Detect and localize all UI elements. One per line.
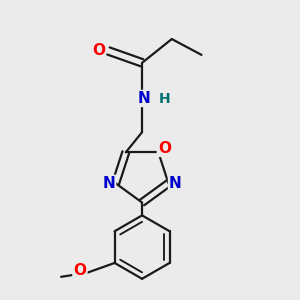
Text: O: O (92, 44, 105, 59)
Text: N: N (169, 176, 182, 191)
Text: O: O (74, 263, 86, 278)
Text: H: H (159, 92, 171, 106)
Text: O: O (158, 141, 171, 156)
Text: N: N (102, 176, 115, 191)
Text: N: N (138, 91, 150, 106)
